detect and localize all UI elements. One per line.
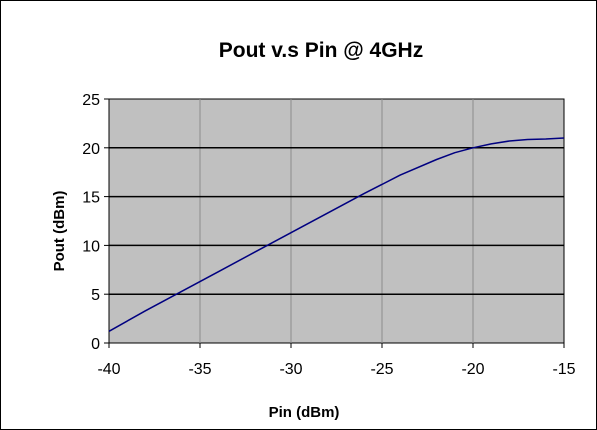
x-tick-labels: -40 -35 -30 -25 -20 -15 bbox=[97, 361, 575, 378]
x-tick-label: -15 bbox=[552, 361, 575, 378]
x-tick-label: -20 bbox=[461, 361, 484, 378]
chart-title: Pout v.s Pin @ 4GHz bbox=[219, 39, 423, 62]
y-tick-label: 10 bbox=[82, 238, 100, 255]
series-layer bbox=[108, 137, 565, 332]
y-gridlines bbox=[104, 98, 564, 344]
y-tick-label: 25 bbox=[82, 92, 100, 109]
y-tick-labels: 0 5 10 15 20 25 bbox=[82, 92, 100, 353]
x-tick-label: -25 bbox=[370, 361, 393, 378]
y-tick-label: 20 bbox=[82, 141, 100, 158]
x-gridlines bbox=[108, 99, 565, 348]
x-tick-label: -35 bbox=[188, 361, 211, 378]
y-tick-label: 0 bbox=[91, 336, 100, 353]
x-tick-label: -30 bbox=[279, 361, 302, 378]
x-tick-label: -40 bbox=[97, 361, 120, 378]
x-axis-label: Pin (dBm) bbox=[269, 404, 340, 421]
plot-area bbox=[108, 98, 565, 344]
y-tick-label: 15 bbox=[82, 190, 100, 207]
y-tick-label: 5 bbox=[91, 287, 100, 304]
series-line bbox=[108, 137, 565, 332]
y-axis-label: Pout (dBm) bbox=[51, 191, 68, 272]
